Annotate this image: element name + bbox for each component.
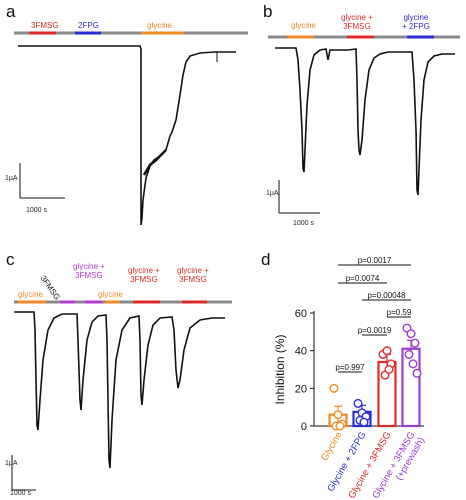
panel-b-label-glycine-3fmsg: glycine + 3FMSG [341, 13, 373, 31]
data-point-2-1 [382, 346, 392, 356]
data-point-0-1 [333, 410, 343, 420]
y-tick-label-0: 0 [301, 421, 307, 433]
data-point-0-0 [329, 383, 339, 393]
panel-a-label-2fpg: 2FPG [78, 21, 99, 30]
data-point-2-4 [384, 365, 394, 375]
panel-a-scale-time: 1000 s [26, 207, 48, 214]
panel-c-label-glycine-3fmsg-3: glycine + 3FMSG [177, 266, 209, 284]
panel-b-scale-current: 1µA [266, 190, 279, 197]
panel-b-trace [275, 47, 455, 196]
y-axis-label: Inhibition (%) [273, 334, 287, 404]
p-value-2: p=0.00048 [367, 291, 406, 300]
panel-a-trace-thick [142, 149, 167, 176]
panel-a-letter: a [6, 2, 16, 21]
panel-b-label-glycine-2fpg-line2: + 2FPG [402, 22, 430, 31]
category-label-0: Glycine [319, 430, 344, 463]
panel-c-label-glycine-3fmsg-3-line1: glycine + [177, 266, 209, 275]
panel-c-label-glycine-1: glycine [18, 290, 43, 299]
panel-b-label-glycine: glycine [291, 21, 316, 30]
p-value-1: p=0.0074 [346, 274, 380, 283]
p-value-3: p=0.59 [387, 308, 412, 317]
panel-c-letter: c [6, 250, 15, 269]
panel-b-label-glycine-2fpg: glycine + 2FPG [402, 13, 430, 31]
panel-c-label-glycine-3fmsg-1-line2: 3FMSG [75, 271, 103, 280]
panel-b-label-glycine-3fmsg-line1: glycine + [341, 13, 373, 22]
data-point-1-0 [353, 398, 363, 408]
y-tick-label-2: 40 [295, 346, 307, 358]
panel-c-label-glycine-3fmsg-2-line1: glycine + [128, 266, 160, 275]
data-point-3-3 [404, 349, 414, 359]
panel-c-scale-current: 1µA [5, 460, 18, 467]
p-value-5: p=0.997 [335, 363, 365, 372]
panel-c-label-glycine-3fmsg-3-line2: 3FMSG [179, 275, 207, 284]
data-point-3-2 [410, 338, 420, 348]
panel-b-scale-time: 1000 s [293, 220, 315, 227]
panel-d-letter: d [261, 250, 271, 269]
panel-c-label-glycine-3fmsg-1-line1: glycine + [73, 262, 105, 271]
p-value-4: p=0.0019 [358, 326, 392, 335]
panel-c-label-glycine-3fmsg-2: glycine + 3FMSG [128, 266, 160, 284]
panel-b-letter: b [263, 2, 273, 21]
panel-c-label-glycine-3fmsg-2-line2: 3FMSG [130, 275, 158, 284]
panel-c-label-glycine-3fmsg-1: glycine + 3FMSG [73, 262, 105, 280]
data-point-3-4 [408, 359, 418, 369]
panel-c-trace [14, 311, 225, 469]
panel-a-scale-current: 1µA [5, 175, 18, 182]
data-point-0-4 [335, 421, 345, 431]
data-point-3-5 [412, 368, 422, 378]
p-value-0: p=0.0017 [358, 256, 392, 265]
panel-b-label-glycine-3fmsg-line2: 3FMSG [343, 22, 371, 31]
panel-a-label-glycine: glycine [147, 21, 172, 30]
y-tick-label-1: 20 [295, 383, 307, 395]
panel-c-scale-time: 1000 s [10, 490, 32, 497]
data-point-3-1 [406, 329, 416, 339]
y-tick-label-3: 60 [295, 308, 307, 320]
panel-a-label-3fmsg: 3FMSG [31, 21, 59, 30]
panel-c-label-glycine-2: glycine [98, 290, 123, 299]
data-point-1-4 [359, 417, 369, 427]
panel-b-label-glycine-2fpg-line1: glycine [403, 13, 429, 22]
